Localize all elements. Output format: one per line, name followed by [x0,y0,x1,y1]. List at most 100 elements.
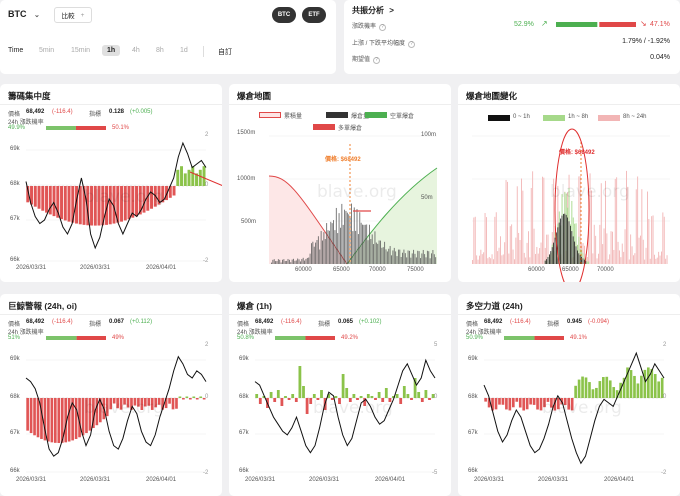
legend-label[interactable]: 空單爆倉 [390,114,415,120]
tf-4h[interactable]: 4h [132,47,140,54]
legend-label[interactable]: 8h ~ 24h [623,114,647,120]
liquidation-bar-8h-24h [645,247,647,264]
x-tick-label: 2026/03/31 [16,477,47,483]
liquidation-bar-8h-24h [487,258,489,264]
liquidation-bar [290,262,292,264]
legend-label[interactable]: 0 ~ 1h [513,114,530,120]
liquidation-bar [328,230,330,264]
tf-15min[interactable]: 15min [71,47,91,54]
liquidation-bar-8h-24h [484,213,486,264]
cumulative-area-short [269,176,347,264]
liquidation-bar [375,242,377,264]
liquidation-map-chart [268,135,438,265]
price-change: (-116.4) [510,319,531,325]
legend-label[interactable]: 爆倉量 [351,114,370,120]
liquidation-bar-8h-24h [603,228,605,264]
indicator-chart [25,355,207,473]
liquidation-bar-8h-24h [600,183,602,264]
y-tick-label: 68k [468,394,478,400]
legend-label[interactable]: 累積量 [284,114,303,120]
y-tick-label: 68k [10,181,20,187]
liquidation-bar [327,230,329,264]
liquidation-bar [345,210,347,264]
liquidation-bar [301,259,303,264]
prob-down: 49.1% [570,335,588,341]
prob-bar-down [599,22,636,27]
liquidation-bar-8h-24h [626,170,627,264]
legend-swatch[interactable] [488,115,510,121]
legend-swatch[interactable] [259,112,281,118]
indicator-bar [116,186,120,223]
legend-swatch[interactable] [326,112,348,118]
liquidation-bar-8h-24h [509,226,511,264]
summary-title-label: 共振分析 [352,6,384,15]
panel-title: 籌碼集中度 [8,91,51,101]
indicator-bar [370,396,374,398]
liquidation-bar [322,240,323,264]
tf-5min[interactable]: 5min [39,47,55,54]
liquidation-bar-8h-24h [473,217,475,264]
liquidation-bar-8h-24h [630,234,632,264]
liquidation-bar [381,247,383,264]
right-axis-label: 100m [421,132,437,138]
compare-button[interactable]: 比較 + [54,7,92,23]
liquidation-bar [411,253,413,264]
resonance-summary-card: 共振分析 > 漲跌機率? 52.9% ↗ ↘ 47.1% 上漲 / 下跌平均幅度… [344,0,680,74]
liquidation-bar [291,259,293,264]
legend-swatch[interactable] [543,115,565,121]
price-change: (-116.4) [52,319,73,325]
prob-up: 50.9% [466,335,484,341]
tf-1h[interactable]: 1h [102,45,121,56]
indicator-bar [161,398,164,410]
trend-down-icon: ↘ [640,19,647,28]
symbol-select[interactable]: BTC ⌄ [8,9,40,19]
legend-swatch[interactable] [598,115,620,121]
indicator-bar [291,394,295,398]
cumulative-area-long [347,168,437,264]
y-tick-label: 67k [10,430,20,436]
liquidation-bar [308,257,310,264]
indicator-bar [570,398,574,411]
custom-range-button[interactable]: 自訂 [218,49,232,56]
indicator-bar [86,186,90,226]
etf-pill-button[interactable]: ETF [302,7,326,23]
liquidation-bar-8h-24h [523,252,525,264]
liquidation-map-change-panel: 爆倉地圖變化 0 ~ 1h 1h ~ 8h 8h ~ 24h 價格: $68492 600… [458,84,680,282]
tf-8h[interactable]: 8h [156,47,164,54]
btc-pill-button[interactable]: BTC [272,7,296,23]
liquidation-bar [271,262,272,264]
indicator-bar [377,392,381,398]
help-icon[interactable]: ? [373,57,381,64]
liquidation-bar-8h-24h [532,171,534,264]
indicator-bar [101,186,105,226]
indicator-chart [483,351,665,473]
liquidation-bar [380,240,381,264]
tf-1d[interactable]: 1d [180,47,188,54]
liquidation-bar [277,259,279,264]
legend-swatch[interactable] [365,112,387,118]
indicator-bar [120,186,123,222]
liquidation-bar [305,258,307,264]
indicator-bar [508,398,512,411]
legend-label[interactable]: 1h ~ 8h [568,114,589,120]
help-icon[interactable]: ? [408,41,416,48]
indicator-bar [164,398,168,409]
indicator-bar [78,186,82,225]
liquidation-bar-8h-24h [634,253,636,264]
legend-label[interactable]: 多單爆倉 [338,126,363,132]
liquidation-bar-8h-24h [516,186,518,264]
price-tag: 價格: $68492 [325,157,361,163]
legend-swatch[interactable] [313,124,335,130]
indicator-bar [53,398,57,443]
liquidation-bar-8h-24h [521,178,522,264]
liquidation-bar [357,234,359,264]
liquidation-bar [370,238,372,264]
indicator-bar [146,186,150,211]
summary-title[interactable]: 共振分析 > [352,5,394,16]
indicator-bar [525,398,529,410]
help-icon[interactable]: ? [379,24,387,31]
y-tick-label: 67k [10,216,20,222]
indicator-bar [550,398,553,408]
liquidation-bar-8h-24h [627,186,629,264]
liquidation-bar [283,259,285,264]
